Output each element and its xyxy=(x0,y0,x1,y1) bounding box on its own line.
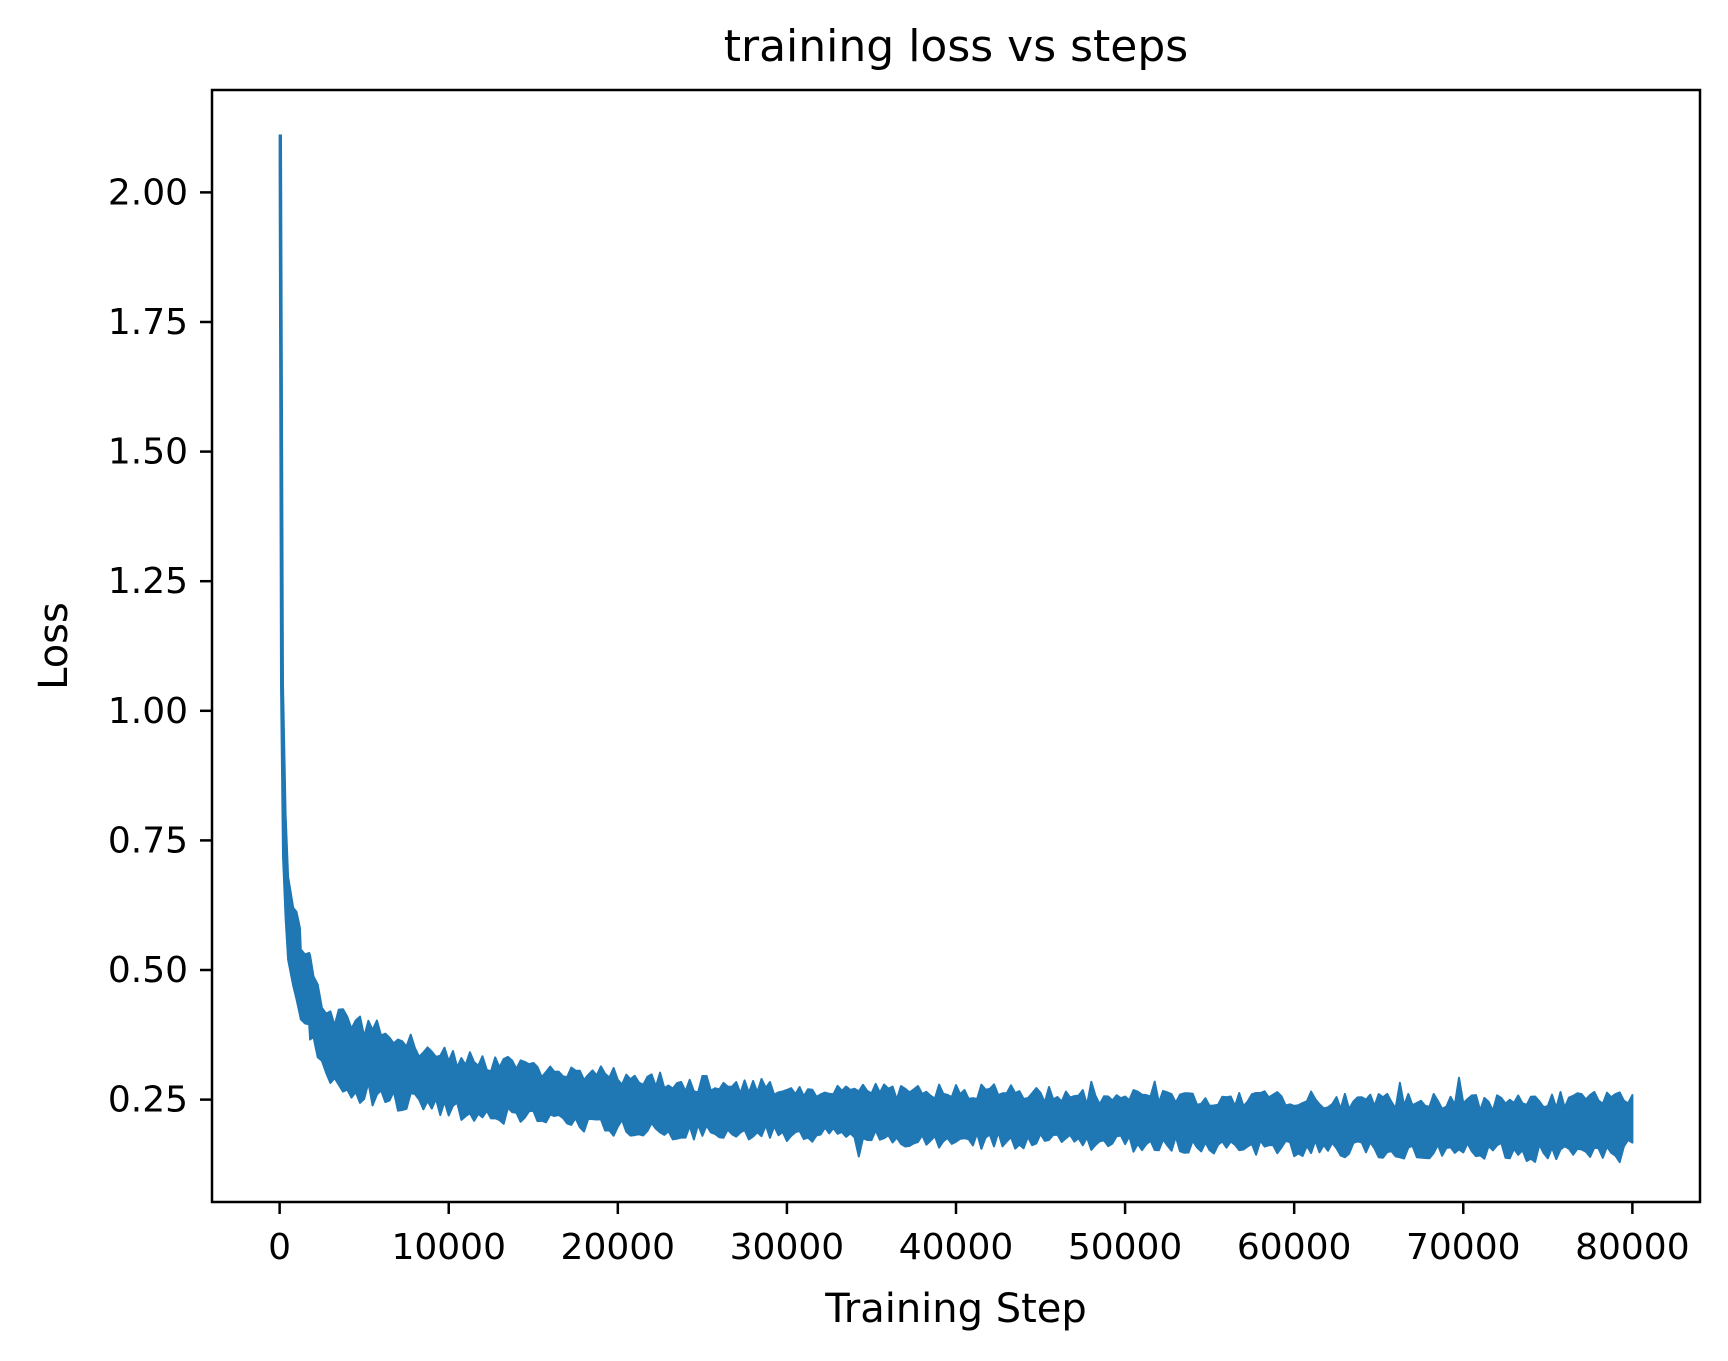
y-tick-label: 1.75 xyxy=(108,302,188,343)
chart-title: training loss vs steps xyxy=(723,21,1189,72)
x-axis-label: Training Step xyxy=(825,1286,1087,1332)
training-loss-curve xyxy=(278,134,1634,1164)
y-tick-label: 0.25 xyxy=(108,1080,188,1121)
x-tick-label: 40000 xyxy=(899,1227,1014,1268)
x-tick-label: 70000 xyxy=(1406,1227,1521,1268)
y-tick-label: 0.50 xyxy=(108,950,188,991)
x-tick-label: 20000 xyxy=(561,1227,676,1268)
x-tick-label: 30000 xyxy=(730,1227,845,1268)
x-tick-label: 80000 xyxy=(1575,1227,1690,1268)
y-tick-label: 1.00 xyxy=(108,691,188,732)
y-tick-label: 1.50 xyxy=(108,432,188,473)
y-tick-label: 1.25 xyxy=(108,561,188,602)
x-tick-label: 0 xyxy=(268,1227,291,1268)
x-tick-label: 10000 xyxy=(391,1227,506,1268)
y-axis-label: Loss xyxy=(31,602,77,690)
x-tick-label: 60000 xyxy=(1237,1227,1352,1268)
axes-spines xyxy=(210,88,1702,1204)
x-tick-label: 50000 xyxy=(1068,1227,1183,1268)
y-tick-label: 2.00 xyxy=(108,172,188,213)
y-tick-label: 0.75 xyxy=(108,820,188,861)
